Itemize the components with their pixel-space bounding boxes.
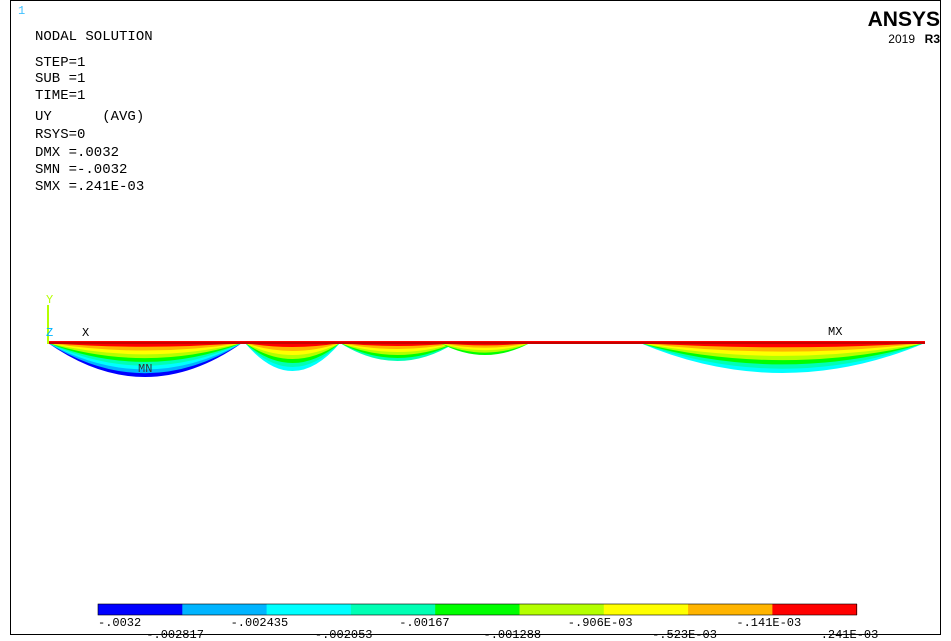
legend-label: -.00167 <box>399 616 449 630</box>
legend-swatch <box>351 604 436 615</box>
legend-label: .241E-03 <box>821 628 879 641</box>
solution-title: NODAL SOLUTION <box>35 29 153 45</box>
info-line: STEP=1 <box>35 55 85 71</box>
legend-swatch <box>98 604 183 615</box>
max-marker: MX <box>828 325 842 339</box>
legend-label: -.906E-03 <box>568 616 633 630</box>
min-marker: MN <box>138 362 152 376</box>
info-line: SMN =-.0032 <box>35 162 127 178</box>
legend-swatch <box>604 604 689 615</box>
legend-swatch <box>520 604 605 615</box>
beam-top <box>48 341 925 344</box>
logo-brand: ANSYS <box>868 8 940 31</box>
ansys-viewport: 1 ANSYS 2019 R3 NODAL SOLUTION STEP=1SUB… <box>0 0 951 641</box>
legend-label: -.002053 <box>315 628 373 641</box>
legend-label: -.0032 <box>98 616 141 630</box>
legend-swatch <box>772 604 857 615</box>
legend-swatch <box>267 604 352 615</box>
legend-swatch <box>182 604 267 615</box>
legend-swatch <box>435 604 520 615</box>
info-line: SMX =.241E-03 <box>35 179 144 195</box>
info-line: SUB =1 <box>35 71 85 87</box>
window-number: 1 <box>18 4 25 18</box>
info-line: DMX =.0032 <box>35 145 119 161</box>
info-line: TIME=1 <box>35 88 85 104</box>
logo-year: 2019 <box>888 32 915 46</box>
logo-release: R3 <box>925 32 941 46</box>
legend-label: -.001288 <box>484 628 542 641</box>
info-line: UY (AVG) <box>35 109 144 125</box>
legend-label: -.141E-03 <box>736 616 801 630</box>
triad-x-label: X <box>82 326 89 340</box>
viewport-frame <box>11 1 941 635</box>
triad-y-label: Y <box>46 293 53 307</box>
legend-label: -.523E-03 <box>652 628 717 641</box>
legend-swatch <box>688 604 773 615</box>
info-line: RSYS=0 <box>35 127 85 143</box>
triad-z-label: Z <box>46 326 53 340</box>
legend-label: -.002435 <box>231 616 289 630</box>
legend-label: -.002817 <box>146 628 204 641</box>
